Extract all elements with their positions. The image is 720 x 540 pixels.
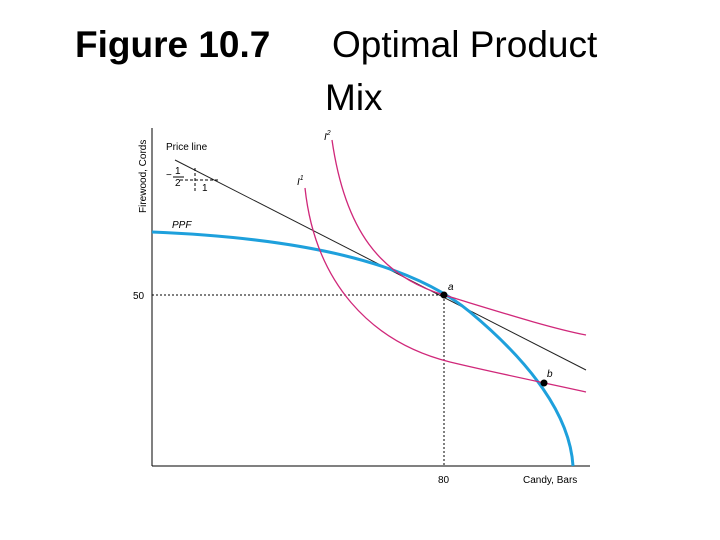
- point-label: b: [547, 369, 553, 380]
- y-axis-label: Firewood, Cords: [138, 140, 149, 213]
- point-b: [540, 379, 548, 387]
- indifference-curve: [331, 139, 587, 336]
- ppf-label: PPF: [172, 220, 192, 231]
- indifference-label: I1: [297, 175, 304, 188]
- figure-number: Figure 10.7: [75, 24, 270, 65]
- x-axis-label: Candy, Bars: [523, 475, 577, 486]
- slope-run-label: 1: [202, 183, 208, 194]
- slope-numerator: 1: [175, 166, 181, 177]
- title-line: Optimal Product: [332, 24, 598, 65]
- ppf-curve: [151, 230, 575, 467]
- x-tick-label: 80: [438, 475, 450, 486]
- y-tick-label: 50: [133, 291, 145, 302]
- indifference-label: I2: [324, 130, 331, 143]
- indifference-curve: [304, 187, 587, 393]
- price-line-label: Price line: [166, 142, 208, 153]
- point-a: [440, 291, 448, 299]
- title-line: Mix: [325, 77, 383, 118]
- slope-denominator: 2: [175, 178, 181, 189]
- slope-sign: −: [166, 170, 172, 181]
- point-label: a: [448, 282, 454, 293]
